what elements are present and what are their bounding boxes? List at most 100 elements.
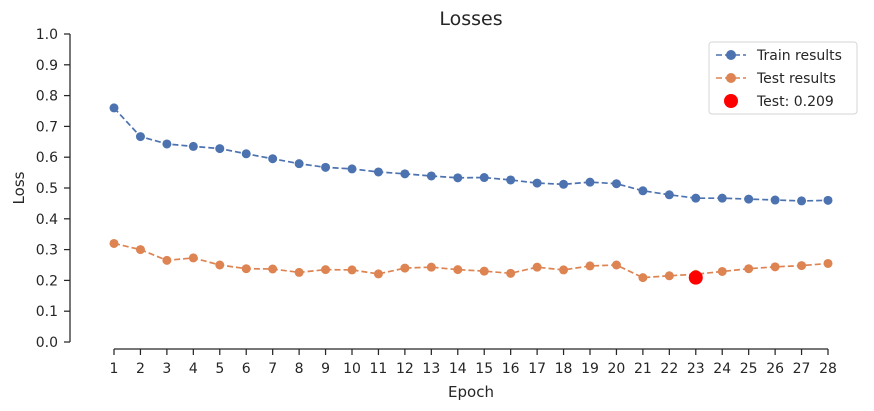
y-tick-label: 0.0 (36, 335, 58, 351)
data-point (294, 267, 304, 277)
x-tick-label: 12 (396, 361, 414, 377)
data-point (162, 139, 172, 149)
x-tick-label: 16 (502, 361, 520, 377)
x-tick-label: 25 (740, 361, 758, 377)
x-tick-label: 9 (321, 361, 330, 377)
data-point (241, 264, 251, 274)
data-point (188, 141, 198, 151)
data-point (215, 260, 225, 270)
x-tick-label: 13 (422, 361, 440, 377)
x-tick-label: 4 (189, 361, 198, 377)
legend-highlight-marker (724, 94, 738, 108)
data-point (770, 262, 780, 272)
data-point (611, 179, 621, 189)
series-1 (109, 238, 833, 283)
data-point (347, 265, 357, 275)
y-tick-label: 0.3 (36, 243, 58, 259)
data-point (823, 258, 833, 268)
data-point (188, 253, 198, 263)
data-point (453, 265, 463, 275)
x-tick-label: 17 (528, 361, 546, 377)
data-point (426, 262, 436, 272)
data-point (321, 265, 331, 275)
data-point (373, 269, 383, 279)
legend-train-marker (726, 50, 736, 60)
data-point (400, 169, 410, 179)
x-tick-label: 24 (713, 361, 731, 377)
data-point (347, 164, 357, 174)
x-tick-label: 3 (162, 361, 171, 377)
data-point (135, 132, 145, 142)
y-axis: 0.0 0.1 0.2 0.3 0.4 0.5 0.6 0.7 0.8 0.9 1.0 (36, 27, 71, 351)
y-tick-label: 0.4 (36, 212, 58, 228)
data-point (532, 262, 542, 272)
data-point (559, 265, 569, 275)
data-point (506, 175, 516, 185)
y-tick-label: 0.9 (36, 58, 58, 74)
data-point (664, 271, 674, 281)
data-point (585, 177, 595, 187)
data-point (400, 263, 410, 273)
data-point (797, 261, 807, 271)
y-tick-label: 0.1 (36, 304, 58, 320)
x-tick-label: 6 (242, 361, 251, 377)
x-tick-label: 20 (608, 361, 626, 377)
highlight-point (688, 270, 703, 285)
x-axis-label: Epoch (448, 383, 494, 401)
x-tick-label: 21 (634, 361, 652, 377)
x-tick-label: 1 (110, 361, 119, 377)
data-point (744, 194, 754, 204)
data-point (559, 179, 569, 189)
x-tick-label: 8 (295, 361, 304, 377)
data-point (241, 149, 251, 159)
data-point (585, 261, 595, 271)
data-point (109, 103, 119, 113)
data-point (506, 268, 516, 278)
data-point (453, 173, 463, 183)
x-axis: 1 2 3 4 5 6 7 8 9 10 11 12 13 14 15 16 17 18 19 20 21 22 23 24 2… (110, 348, 837, 377)
legend-test-label: Test results (756, 71, 836, 87)
data-point (268, 264, 278, 274)
data-point (691, 193, 701, 203)
data-point (611, 260, 621, 270)
data-point (162, 255, 172, 265)
series-line (113, 242, 829, 279)
data-point (823, 195, 833, 205)
data-point (479, 173, 489, 183)
series-layer (109, 103, 833, 285)
x-tick-label: 15 (475, 361, 493, 377)
data-point (717, 266, 727, 276)
legend: Train results Test results Test: 0.209 (708, 41, 858, 115)
data-point (426, 171, 436, 181)
x-tick-label: 23 (687, 361, 705, 377)
data-point (321, 162, 331, 172)
data-point (638, 273, 648, 283)
y-tick-label: 0.8 (36, 89, 58, 105)
x-tick-label: 26 (766, 361, 784, 377)
series-line (113, 107, 829, 202)
data-point (373, 167, 383, 177)
data-point (294, 159, 304, 169)
x-tick-label: 7 (268, 361, 277, 377)
x-tick-label: 11 (370, 361, 388, 377)
data-point (532, 178, 542, 188)
data-point (638, 186, 648, 196)
x-tick-label: 19 (581, 361, 599, 377)
y-axis-label: Loss (10, 171, 28, 204)
y-tick-label: 1.0 (36, 27, 58, 43)
y-tick-label: 0.2 (36, 273, 58, 289)
x-tick-label: 10 (343, 361, 361, 377)
data-point (770, 195, 780, 205)
series-0 (109, 103, 833, 206)
x-tick-label: 2 (136, 361, 145, 377)
y-tick-label: 0.6 (36, 150, 58, 166)
x-tick-label: 28 (819, 361, 837, 377)
x-tick-label: 22 (660, 361, 678, 377)
data-point (268, 154, 278, 164)
data-point (215, 144, 225, 154)
legend-train-label: Train results (756, 48, 842, 64)
x-tick-label: 5 (215, 361, 224, 377)
legend-frame (708, 41, 858, 115)
x-tick-label: 27 (793, 361, 811, 377)
